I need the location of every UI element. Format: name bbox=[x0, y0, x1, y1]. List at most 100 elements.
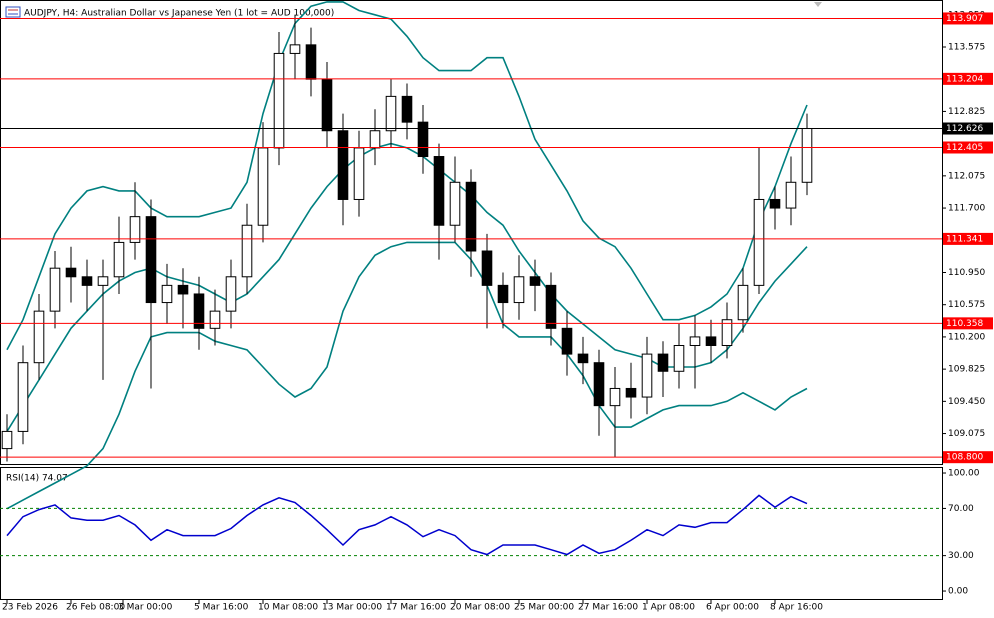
y-tick-label: 110.575 bbox=[948, 300, 985, 310]
x-tick-label: 26 Feb 08:00 bbox=[66, 603, 125, 613]
x-tick-label: 27 Mar 16:00 bbox=[578, 603, 638, 613]
y-tick-label: 100.00 bbox=[948, 469, 980, 479]
candle-body bbox=[385, 95, 397, 132]
candle-body bbox=[1, 430, 13, 450]
level-tag bbox=[943, 72, 993, 85]
candle-body bbox=[513, 276, 525, 304]
candle-body bbox=[721, 319, 733, 347]
candle-body bbox=[353, 147, 365, 200]
x-tick-label: 13 Mar 00:00 bbox=[322, 603, 382, 613]
y-tick-label: 30.00 bbox=[948, 551, 974, 561]
x-tick-label: 25 Mar 00:00 bbox=[514, 603, 574, 613]
y-tick-label: 113.575 bbox=[948, 42, 985, 52]
x-tick-label: 20 Mar 08:00 bbox=[450, 603, 510, 613]
candle-body bbox=[433, 156, 445, 226]
candle-body bbox=[257, 147, 269, 226]
rsi-line bbox=[6, 494, 808, 556]
candle-body bbox=[497, 284, 509, 304]
rsi-panel bbox=[0, 467, 943, 600]
candle-body bbox=[33, 310, 45, 364]
candle-body bbox=[337, 130, 349, 200]
x-tick-label: 1 Apr 08:00 bbox=[642, 603, 695, 613]
candle-body bbox=[737, 284, 749, 321]
x-tick-label: 10 Mar 08:00 bbox=[258, 603, 318, 613]
y-tick-label: 109.450 bbox=[948, 397, 985, 407]
bollinger-band bbox=[6, 1, 808, 351]
shift-marker bbox=[814, 2, 822, 7]
price-tag bbox=[943, 122, 993, 135]
candle-body bbox=[529, 276, 541, 286]
level-tag bbox=[943, 141, 993, 154]
candle-body bbox=[593, 362, 605, 407]
candle-body bbox=[273, 52, 285, 149]
level-label: 110.358 bbox=[946, 319, 983, 329]
candle-body bbox=[545, 284, 557, 329]
x-tick-label: 23 Feb 2026 bbox=[2, 603, 58, 613]
candle-body bbox=[97, 276, 109, 286]
level-label: 113.907 bbox=[946, 14, 983, 24]
candle-body bbox=[177, 284, 189, 295]
y-tick-label: 110.950 bbox=[948, 268, 985, 278]
candle-body bbox=[801, 128, 813, 183]
candle-body bbox=[609, 387, 621, 407]
candle-body bbox=[657, 353, 669, 372]
candle-body bbox=[401, 95, 413, 123]
candle-body bbox=[641, 353, 653, 398]
y-tick-label: 109.075 bbox=[948, 429, 985, 439]
x-tick-label: 3 Mar 00:00 bbox=[118, 603, 173, 613]
level-label: 112.405 bbox=[946, 143, 983, 153]
x-tick-label: 6 Apr 00:00 bbox=[706, 603, 759, 613]
candle-body bbox=[625, 387, 637, 398]
x-tick-label: 5 Mar 16:00 bbox=[194, 603, 249, 613]
candle-body bbox=[289, 44, 301, 54]
y-tick-label: 0.00 bbox=[948, 587, 968, 597]
x-tick-label: 8 Apr 16:00 bbox=[770, 603, 823, 613]
candle-body bbox=[785, 181, 797, 209]
candle-body bbox=[49, 267, 61, 312]
candle-body bbox=[193, 293, 205, 329]
candle-body bbox=[17, 362, 29, 432]
candle-body bbox=[577, 353, 589, 364]
candle-body bbox=[65, 267, 77, 278]
candle-body bbox=[113, 241, 125, 278]
candle-body bbox=[481, 250, 493, 286]
level-tag bbox=[943, 12, 993, 25]
level-tag bbox=[943, 232, 993, 245]
candle-body bbox=[129, 216, 141, 243]
candle-body bbox=[161, 284, 173, 304]
bollinger-band bbox=[6, 241, 808, 510]
candle-body bbox=[209, 310, 221, 329]
candle-body bbox=[321, 78, 333, 132]
price-label: 112.626 bbox=[946, 124, 983, 134]
level-tag bbox=[943, 317, 993, 330]
candle-body bbox=[769, 198, 781, 209]
chart-title: AUDJPY, H4: Australian Dollar vs Japanes… bbox=[24, 9, 334, 19]
y-tick-label: 111.700 bbox=[948, 204, 985, 214]
rsi-title: RSI(14) 74.07 bbox=[6, 474, 68, 484]
level-label: 113.204 bbox=[946, 74, 983, 84]
level-label: 108.800 bbox=[946, 453, 983, 463]
candle-body bbox=[465, 181, 477, 252]
x-tick-label: 17 Mar 16:00 bbox=[386, 603, 446, 613]
candle-body bbox=[305, 44, 317, 80]
candle-body bbox=[241, 224, 253, 278]
candle-body bbox=[225, 276, 237, 312]
candle-body bbox=[705, 336, 717, 347]
candle-body bbox=[145, 216, 157, 304]
candle-body bbox=[753, 198, 765, 286]
chart-icon bbox=[5, 6, 21, 18]
y-tick-label: 112.075 bbox=[948, 171, 985, 181]
candle-body bbox=[561, 327, 573, 355]
y-tick-label: 70.00 bbox=[948, 504, 974, 514]
candle-body bbox=[369, 130, 381, 149]
candle-body bbox=[449, 181, 461, 226]
level-label: 111.341 bbox=[946, 234, 983, 244]
y-tick-label: 110.200 bbox=[948, 332, 985, 342]
candle-body bbox=[417, 121, 429, 158]
y-tick-label: 109.825 bbox=[948, 365, 985, 375]
candle-body bbox=[689, 336, 701, 347]
candle-body bbox=[673, 345, 685, 372]
level-tag bbox=[943, 451, 993, 464]
